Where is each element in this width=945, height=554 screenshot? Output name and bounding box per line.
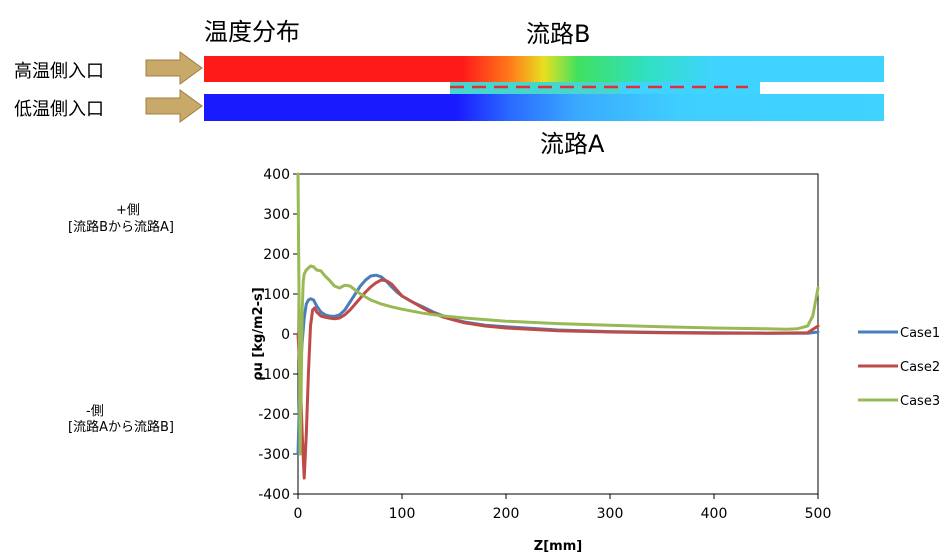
x-tick-label: 500 <box>805 506 832 522</box>
series-line-case3 <box>296 172 820 456</box>
y-tick-label: -400 <box>258 487 290 503</box>
x-tick-label: 400 <box>701 506 728 522</box>
minus-side-label: -側 <box>86 404 104 419</box>
mixing-region-right <box>620 82 760 94</box>
channel-b-bar <box>204 56 884 82</box>
x-tick-label: 0 <box>294 506 303 522</box>
y-tick-label: -100 <box>258 367 290 383</box>
hot-inlet-arrow-icon <box>145 51 203 85</box>
series-line-case2 <box>296 278 820 480</box>
diagram-title: 温度分布 <box>204 18 300 46</box>
legend-label-case2: Case2 <box>900 360 940 375</box>
inlet-cold-label: 低温側入口 <box>14 99 104 120</box>
legend-label-case1: Case1 <box>900 326 940 341</box>
x-tick-label: 200 <box>493 506 520 522</box>
y-tick-label: 0 <box>281 327 290 343</box>
y-tick-label: 100 <box>263 287 290 303</box>
y-tick-label: 400 <box>263 167 290 183</box>
cold-inlet-arrow-icon <box>145 89 203 123</box>
channel-b-label: 流路B <box>526 20 591 48</box>
y-tick-label: -200 <box>258 407 290 423</box>
inlet-hot-label: 高温側入口 <box>14 61 104 82</box>
plus-side-desc: [流路Bから流路A] <box>68 220 174 235</box>
channel-a-label: 流路A <box>540 130 605 158</box>
minus-side-desc: [流路Aから流路B] <box>68 420 174 435</box>
y-tick-label: -300 <box>258 447 290 463</box>
y-axis-label: ρu [kg/m2-s] <box>251 287 266 380</box>
channel-a-bar <box>204 94 884 121</box>
y-tick-label: 200 <box>263 247 290 263</box>
legend-label-case3: Case3 <box>900 394 940 409</box>
plus-side-label: +側 <box>116 203 140 218</box>
x-axis-label: Z[mm] <box>534 539 582 554</box>
x-tick-label: 300 <box>597 506 624 522</box>
x-tick-label: 100 <box>389 506 416 522</box>
y-tick-label: 300 <box>263 207 290 223</box>
